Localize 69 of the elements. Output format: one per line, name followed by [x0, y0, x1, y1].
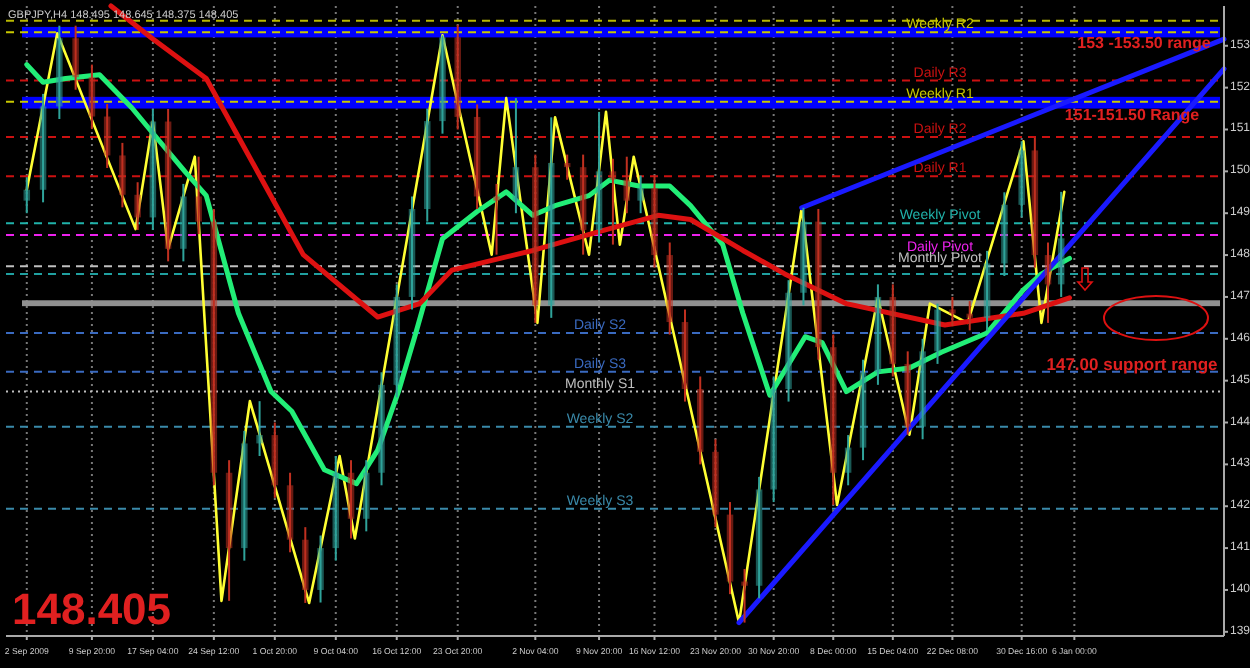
candlestick [317, 534, 324, 604]
candlestick [332, 455, 340, 562]
candlestick [696, 375, 704, 466]
candlestick [637, 174, 644, 215]
candlestick [1001, 191, 1008, 277]
candlestick [934, 302, 941, 365]
candlestick [681, 308, 689, 403]
candlestick [423, 107, 431, 223]
candlestick [770, 375, 777, 504]
candlestick [919, 337, 926, 441]
candlestick [347, 459, 355, 540]
candlestick [949, 295, 956, 328]
candlestick [623, 155, 631, 215]
candlestick [241, 429, 248, 562]
candlestick [609, 157, 617, 246]
candlestick [800, 206, 807, 307]
candlestick [712, 438, 719, 529]
candlestick [493, 182, 500, 256]
candlestick [532, 153, 539, 324]
candlestick [56, 24, 63, 121]
candlestick [859, 358, 867, 462]
candlestick [1057, 190, 1065, 298]
candlestick [408, 195, 416, 311]
candlestick [1018, 140, 1025, 219]
candlestick [966, 300, 973, 332]
candlestick [512, 97, 520, 215]
candlestick [844, 434, 852, 487]
annotation: 147.00 support range [1046, 354, 1219, 374]
candlestick [666, 241, 673, 336]
candlestick [195, 155, 202, 236]
annotation: 153 -153.50 range [1077, 34, 1212, 52]
candlestick [755, 475, 763, 600]
candlestick [103, 102, 111, 169]
candlestick [726, 501, 734, 596]
candlestick [829, 333, 837, 506]
candlestick [271, 421, 279, 499]
candlestick [134, 181, 141, 231]
candlestick [983, 249, 991, 332]
candlestick [39, 92, 47, 204]
candlestick [651, 174, 658, 269]
candlestick [225, 459, 233, 602]
candlestick [874, 283, 882, 386]
candlestick [889, 283, 897, 378]
candlestick [1031, 136, 1039, 269]
candlestick [286, 471, 294, 554]
candlestick [595, 110, 603, 244]
candlestick [23, 176, 31, 215]
candlestick [439, 34, 446, 135]
candlestick [180, 182, 187, 263]
candlestick [378, 371, 385, 487]
candlestick [1044, 241, 1052, 324]
candlestick [72, 24, 79, 91]
candlestick [815, 208, 822, 361]
candlestick [256, 400, 263, 457]
annotation: 148.405 [12, 584, 172, 634]
candlestick [904, 350, 911, 436]
candlestick [741, 568, 748, 624]
candlestick [302, 526, 309, 604]
candlestick [785, 279, 792, 403]
candlestick [548, 116, 555, 319]
candlestick [363, 459, 370, 533]
candlestick [164, 107, 172, 263]
candlestick [88, 63, 96, 131]
candlestick [119, 141, 126, 209]
candlestick [149, 107, 157, 231]
candlestick [473, 103, 481, 211]
candlestick [393, 283, 401, 399]
candlestick [579, 153, 587, 256]
candlestick [454, 23, 461, 131]
